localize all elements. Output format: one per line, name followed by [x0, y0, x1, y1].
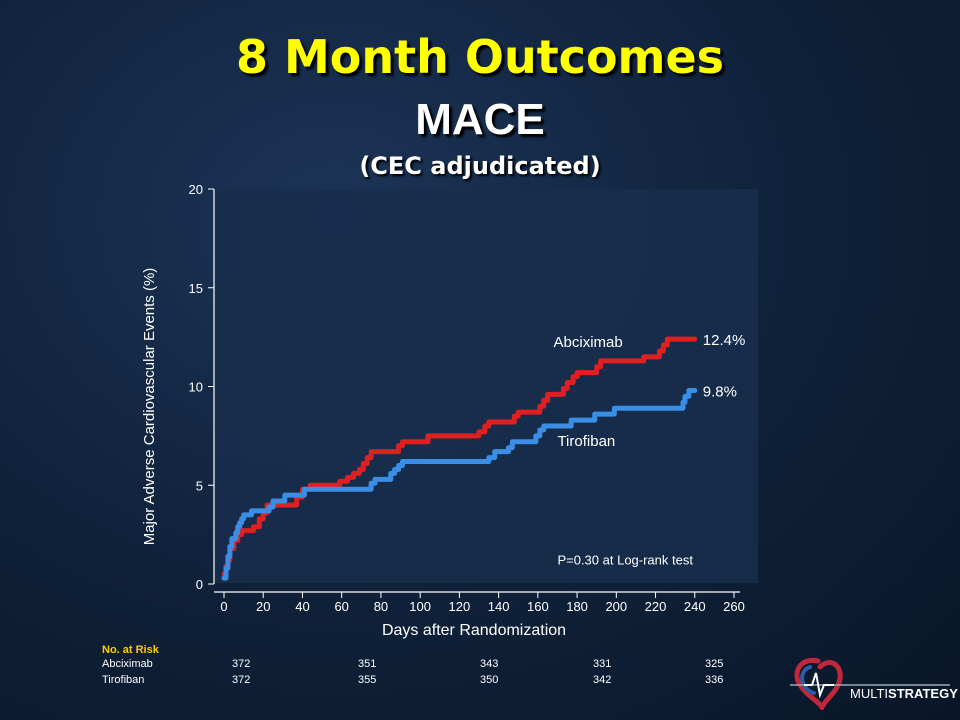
- risk-table: No. at Risk Abciximab 372 351 343 331 32…: [102, 644, 723, 690]
- risk-cell: 331: [593, 658, 612, 670]
- y-axis-title: Major Adverse Cardiovascular Events (%): [141, 268, 158, 546]
- x-tick-label: 60: [334, 599, 348, 614]
- y-tick-label: 5: [196, 478, 203, 493]
- x-tick-label: 220: [645, 599, 667, 614]
- series-label-abciximab: Abciximab: [554, 334, 623, 351]
- risk-row-label: Abciximab: [102, 658, 153, 670]
- risk-row-abciximab: Abciximab 372 351 343 331 325: [102, 658, 723, 674]
- logo-suffix: STRATEGY: [888, 686, 958, 701]
- x-tick-label: 80: [374, 599, 388, 614]
- risk-cell: 342: [593, 674, 612, 686]
- risk-cell: 343: [480, 658, 499, 670]
- risk-cell: 351: [358, 658, 377, 670]
- risk-cell: 336: [705, 674, 724, 686]
- slide-subtitle: MACE: [415, 95, 545, 144]
- series-line-tirofiban: [221, 387, 698, 581]
- x-tick-label: 240: [684, 599, 706, 614]
- x-tick-label: 200: [605, 599, 627, 614]
- end-value-label: 9.8%: [703, 383, 737, 400]
- risk-row-label: Tirofiban: [102, 674, 145, 686]
- x-tick-label: 120: [449, 599, 471, 614]
- end-value-label: 12.4%: [703, 332, 746, 349]
- risk-table-title: No. at Risk: [102, 644, 159, 656]
- risk-cell: 325: [705, 658, 724, 670]
- series-label-tirofiban: Tirofiban: [557, 433, 615, 450]
- y-tick-label: 10: [189, 380, 203, 395]
- slide-title: 8 Month Outcomes: [235, 30, 725, 84]
- p-value-annotation: P=0.30 at Log-rank test: [557, 552, 693, 567]
- x-tick-label: 40: [295, 599, 309, 614]
- series-layer: [221, 336, 698, 581]
- risk-cell: 372: [232, 674, 251, 686]
- x-tick-label: 20: [256, 599, 270, 614]
- x-tick-label: 0: [220, 599, 227, 614]
- plot-area: [214, 189, 758, 583]
- x-tick-label: 260: [723, 599, 745, 614]
- risk-row-tirofiban: Tirofiban 372 355 350 342 336: [102, 674, 723, 690]
- logo-prefix: MULTI: [850, 686, 889, 701]
- x-tick-label: 140: [488, 599, 510, 614]
- y-tick-label: 20: [189, 182, 203, 197]
- risk-cell: 350: [480, 674, 499, 686]
- x-tick-label: 100: [409, 599, 431, 614]
- y-tick-label: 15: [189, 281, 203, 296]
- multistrategy-logo: [790, 657, 950, 710]
- risk-cell: 355: [358, 674, 377, 686]
- x-tick-label: 160: [527, 599, 549, 614]
- slide-note: (CEC adjudicated): [359, 152, 601, 180]
- x-tick-label: 180: [566, 599, 588, 614]
- series-line-abciximab: [221, 336, 698, 577]
- labels-layer: 12.4% 9.8% Abciximab Tirofiban P=0.30 at Log…: [554, 332, 746, 567]
- x-axis-title: Days after Randomization: [382, 622, 566, 639]
- risk-cell: 372: [232, 658, 251, 670]
- logo-text: MULTISTRATEGY: [850, 686, 958, 701]
- y-tick-label: 0: [196, 577, 203, 592]
